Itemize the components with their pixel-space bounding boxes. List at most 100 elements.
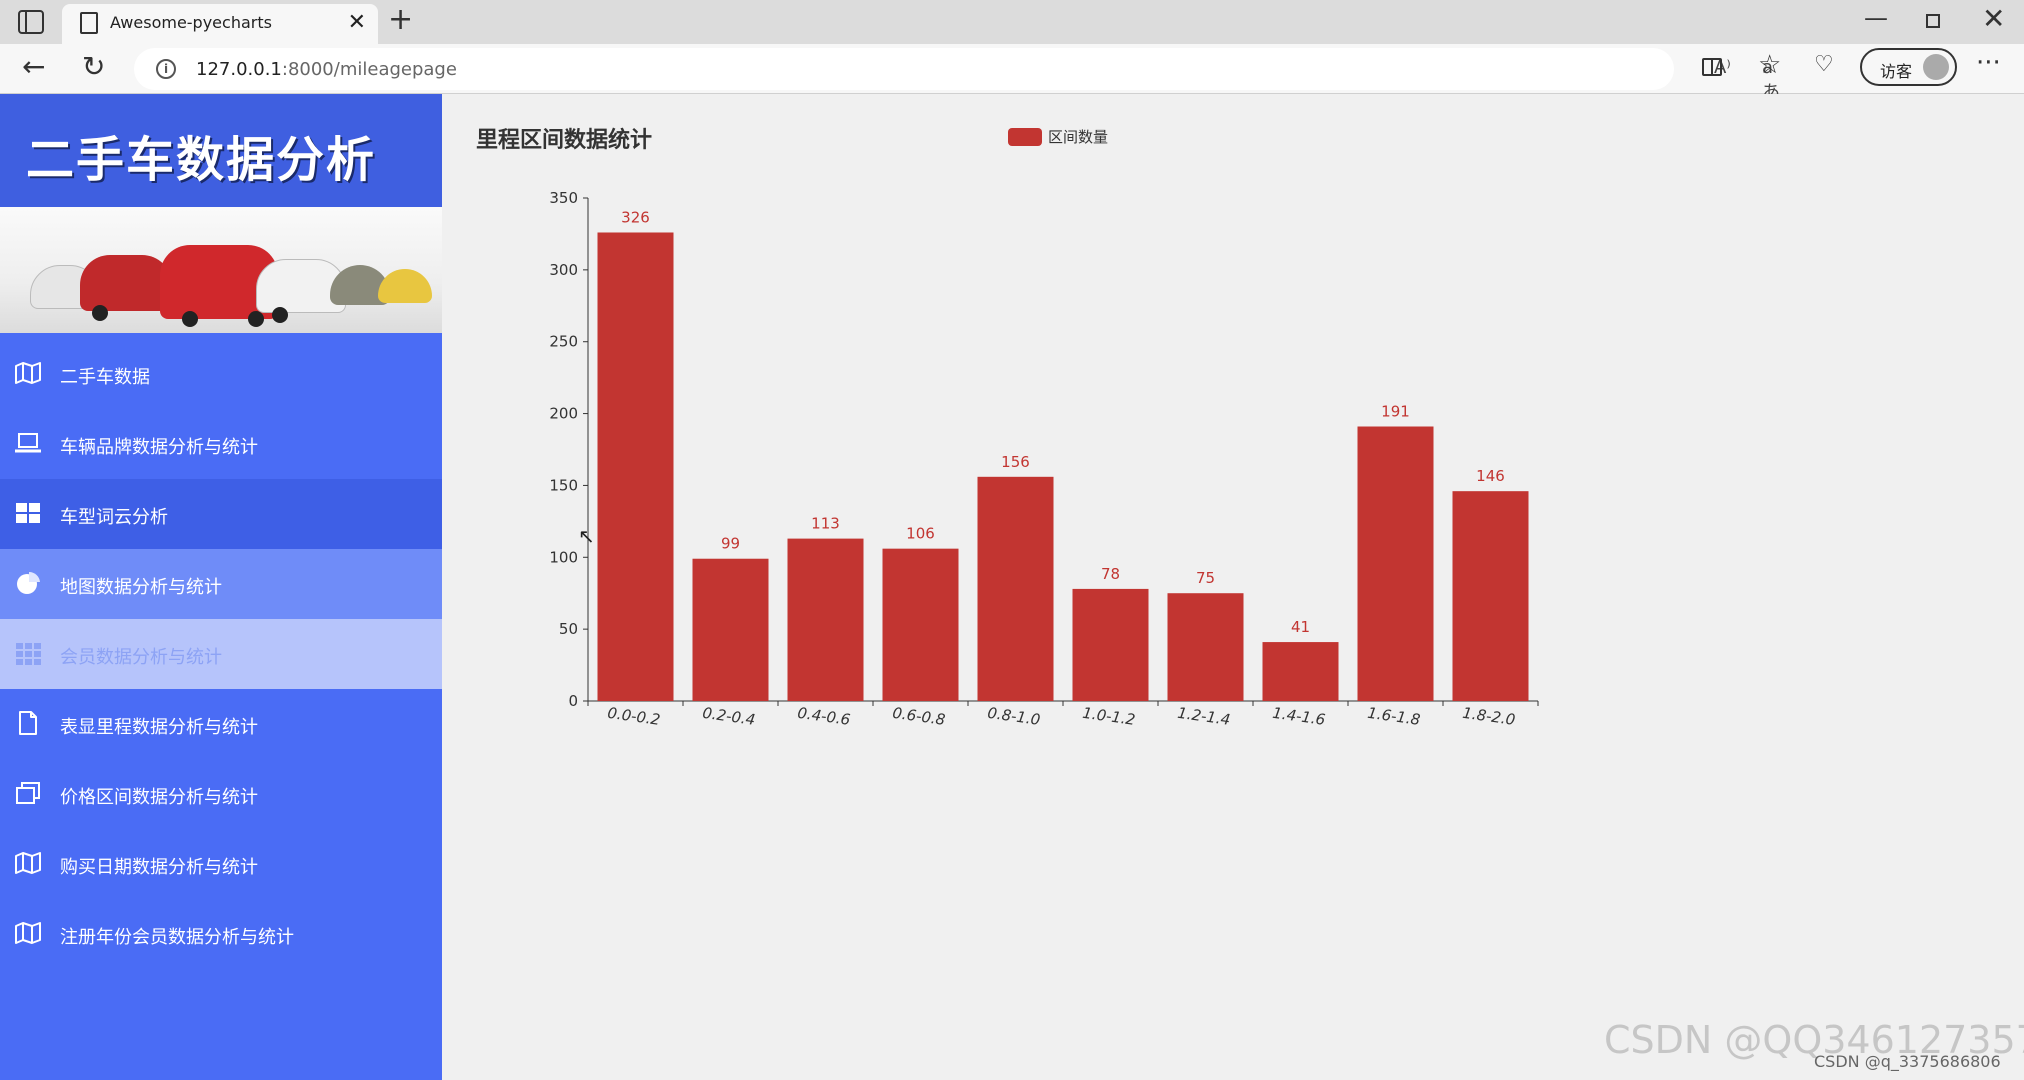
- url-path: :8000/mileagepage: [281, 59, 457, 80]
- x-tick-label: 1.8-2.0: [1461, 704, 1516, 729]
- sidebar-item-member-analysis[interactable]: 会员数据分析与统计: [0, 619, 442, 689]
- url-input[interactable]: i 127.0.0.1:8000/mileagepage A⁾ aあ: [134, 48, 1780, 103]
- x-tick-label: 1.6-1.8: [1366, 704, 1421, 729]
- bar-data-label: 146: [1476, 467, 1505, 485]
- y-tick-label: 300: [549, 261, 578, 279]
- chart-title: 里程区间数据统计: [476, 128, 653, 153]
- sidebar-item-map-analysis[interactable]: 地图数据分析与统计: [0, 549, 442, 619]
- map-icon: [15, 362, 41, 384]
- y-tick-label: 350: [549, 189, 578, 207]
- sidebar-item-label: 表显里程数据分析与统计: [60, 717, 258, 738]
- legend-label: 区间数量: [1048, 128, 1109, 146]
- sidebar-menu: 二手车数据 车辆品牌数据分析与统计 车型词云分析 地图数据分析与统计 会员数据分…: [0, 339, 442, 969]
- document-icon: [80, 12, 98, 34]
- sidebar-item-mileage-analysis[interactable]: 表显里程数据分析与统计: [0, 689, 442, 759]
- avatar: [1923, 54, 1949, 80]
- x-tick-label: 0.6-0.8: [891, 704, 946, 729]
- bar: [1262, 642, 1339, 701]
- map-icon: [15, 922, 41, 944]
- bar-data-label: 156: [1001, 453, 1030, 471]
- reload-icon[interactable]: ↻: [82, 50, 106, 83]
- y-tick-label: 100: [549, 548, 578, 566]
- windows-icon: [16, 503, 40, 523]
- site-header: 二手车数据分析: [0, 94, 442, 207]
- watermark: CSDN @QQ346127357: [1604, 1018, 2024, 1062]
- restore-icon[interactable]: [1926, 14, 1940, 28]
- browser-address-bar: ← ↻ i 127.0.0.1:8000/mileagepage A⁾ aあ: [0, 44, 2024, 103]
- read-aloud-icon[interactable]: A⁾: [1714, 57, 1731, 78]
- bar-data-label: 106: [906, 525, 935, 543]
- sidebar-item-purchase-date-analysis[interactable]: 购买日期数据分析与统计: [0, 829, 442, 899]
- chart-panel: 里程区间数据统计 区间数量 0 50 100 150 200 250 300 350 326 0.…: [442, 94, 2024, 1080]
- bar-chart: 0 50 100 150 200 250 300 350 326 0.0-0.2 99 0.2-0.4…: [549, 189, 1539, 729]
- split-screen-icon[interactable]: [1702, 58, 1722, 76]
- back-arrow-icon[interactable]: ←: [22, 50, 46, 83]
- browser-tab-bar: Awesome-pyecharts ✕ + — ✕: [0, 0, 2024, 44]
- sidebar-item-brand-analysis[interactable]: 车辆品牌数据分析与统计: [0, 409, 442, 479]
- bar-data-label: 326: [621, 208, 650, 226]
- bar: [692, 558, 769, 701]
- sidebar-item-label: 车辆品牌数据分析与统计: [60, 437, 258, 458]
- profile-button[interactable]: 访客: [1860, 48, 1957, 86]
- sidebar-item-registration-year-analysis[interactable]: 注册年份会员数据分析与统计: [0, 899, 442, 969]
- tab-actions-icon[interactable]: [18, 10, 44, 34]
- legend-swatch: [1008, 128, 1042, 146]
- laptop-icon: [15, 433, 41, 453]
- sidebar-item-label: 价格区间数据分析与统计: [60, 787, 258, 808]
- bar-data-label: 113: [811, 515, 840, 533]
- x-tick-label: 0.2-0.4: [701, 704, 756, 729]
- profile-label: 访客: [1880, 62, 1913, 81]
- window-close-icon[interactable]: ✕: [1982, 2, 2006, 35]
- cars-banner-image: [0, 207, 442, 333]
- x-tick-label: 1.4-1.6: [1271, 704, 1326, 729]
- grid-icon: [16, 643, 41, 665]
- y-tick-label: 150: [549, 476, 578, 494]
- map-icon: [15, 852, 41, 874]
- sidebar: 二手车数据分析 二手车数据 车辆品牌数据分析与统计 车型词云分析 地图数据分析与…: [0, 94, 442, 1080]
- sidebar-item-label: 会员数据分析与统计: [60, 647, 222, 668]
- minimize-icon[interactable]: —: [1864, 4, 1888, 32]
- new-tab-icon[interactable]: +: [388, 2, 414, 37]
- bar: [977, 476, 1054, 701]
- bar-data-label: 78: [1101, 565, 1120, 583]
- close-tab-icon[interactable]: ✕: [347, 10, 366, 35]
- url-text: 127.0.0.1:8000/mileagepage: [196, 59, 457, 80]
- sidebar-item-label: 地图数据分析与统计: [60, 577, 222, 598]
- sidebar-item-price-analysis[interactable]: 价格区间数据分析与统计: [0, 759, 442, 829]
- x-tick-label: 0.0-0.2: [606, 704, 661, 729]
- tab-title: Awesome-pyecharts: [110, 13, 272, 32]
- file-icon: [19, 711, 37, 735]
- sidebar-item-label: 二手车数据: [60, 367, 150, 388]
- bar: [787, 538, 864, 701]
- bar-data-label: 99: [721, 535, 740, 553]
- sidebar-item-label: 注册年份会员数据分析与统计: [60, 927, 294, 948]
- x-tick-label: 0.4-0.6: [796, 704, 851, 729]
- sidebar-item-wordcloud[interactable]: 车型词云分析: [0, 479, 442, 549]
- sidebar-item-used-car-data[interactable]: 二手车数据: [0, 339, 442, 409]
- url-host: 127.0.0.1: [196, 59, 282, 80]
- bar: [1072, 588, 1149, 701]
- sidebar-item-label: 购买日期数据分析与统计: [60, 857, 258, 878]
- info-icon[interactable]: i: [156, 59, 176, 79]
- bar: [1452, 491, 1529, 701]
- bar: [597, 232, 674, 701]
- pie-chart-icon: [17, 571, 40, 594]
- clone-icon: [16, 782, 40, 804]
- watermark-small: CSDN @q_3375686806: [1814, 1052, 2001, 1071]
- mouse-cursor-icon: ↖: [578, 524, 595, 548]
- bar-data-label: 75: [1196, 569, 1215, 587]
- sidebar-item-label: 车型词云分析: [60, 507, 168, 528]
- x-tick-label: 1.0-1.2: [1081, 704, 1136, 729]
- bar: [1167, 593, 1244, 701]
- bar: [1357, 426, 1434, 701]
- bar-data-label: 191: [1381, 403, 1410, 421]
- y-tick-label: 250: [549, 333, 578, 351]
- browser-tab[interactable]: Awesome-pyecharts ✕: [62, 4, 378, 44]
- favorites-icon[interactable]: ☆: [1758, 50, 1782, 80]
- browser-essentials-icon[interactable]: ♡: [1814, 52, 1834, 77]
- more-options-icon[interactable]: ···: [1976, 48, 2001, 78]
- y-tick-label: 0: [568, 692, 578, 710]
- bar: [882, 548, 959, 701]
- x-tick-label: 1.2-1.4: [1176, 704, 1231, 729]
- y-tick-label: 50: [559, 620, 578, 638]
